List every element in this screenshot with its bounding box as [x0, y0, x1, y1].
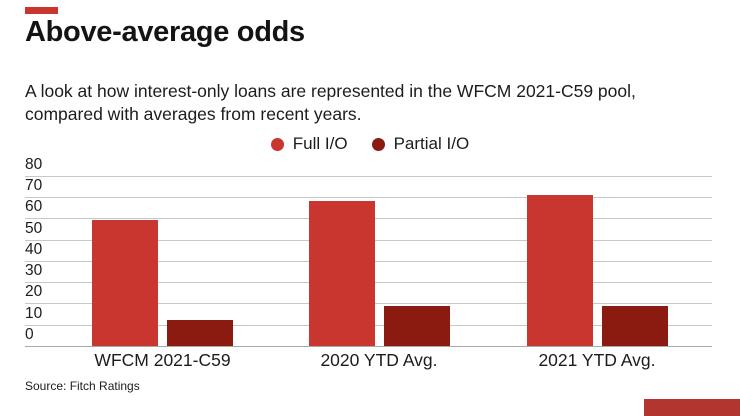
- brand-accent-bar: [25, 7, 58, 14]
- y-axis-tick-label: 30: [25, 262, 43, 280]
- y-axis-tick-label: 0: [25, 326, 34, 343]
- x-axis-category-label: WFCM 2021-C59: [94, 350, 231, 370]
- legend-item-partial-i-o: Partial I/O: [371, 134, 470, 154]
- y-axis-tick-label: 80: [25, 155, 43, 173]
- bar-full-i-o-2: [526, 194, 593, 346]
- bar-full-i-o-0: [92, 220, 158, 346]
- y-axis-tick-label: 70: [25, 176, 43, 194]
- bar-partial-i-o-1: [383, 305, 450, 346]
- chart-subtitle: A look at how interest-only loans are re…: [25, 80, 636, 126]
- gridline-y70: [25, 196, 712, 198]
- x-axis-category-label: 2020 YTD Avg.: [320, 350, 438, 370]
- y-axis-tick-label: 40: [25, 240, 43, 258]
- gridline-y80: [25, 175, 712, 177]
- legend-dot-icon: [270, 137, 284, 151]
- y-axis-tick-label: 20: [25, 283, 43, 301]
- legend-dot-icon: [371, 137, 385, 151]
- brand-corner-block: [644, 399, 740, 416]
- x-axis-category-label: 2021 YTD Avg.: [538, 350, 656, 370]
- gridline-y0: [25, 346, 712, 347]
- legend-item-full-i-o: Full I/O: [270, 134, 348, 154]
- source-note: Source: Fitch Ratings: [25, 379, 140, 393]
- legend-label: Partial I/O: [393, 134, 470, 153]
- chart-title: Above-average odds: [25, 16, 305, 48]
- bar-full-i-o-1: [308, 201, 375, 346]
- bar-partial-i-o-2: [601, 305, 668, 346]
- y-axis-tick-label: 60: [25, 198, 43, 216]
- bar-partial-i-o-0: [167, 320, 233, 346]
- y-axis-tick-label: 10: [25, 304, 43, 322]
- chart-legend: Full I/O Partial I/O: [0, 132, 740, 156]
- chart-subtitle-line2: compared with averages from recent years…: [25, 104, 362, 124]
- chart-subtitle-line1: A look at how interest-only loans are re…: [25, 81, 636, 101]
- y-axis-tick-label: 50: [25, 219, 43, 237]
- legend-label: Full I/O: [292, 134, 348, 153]
